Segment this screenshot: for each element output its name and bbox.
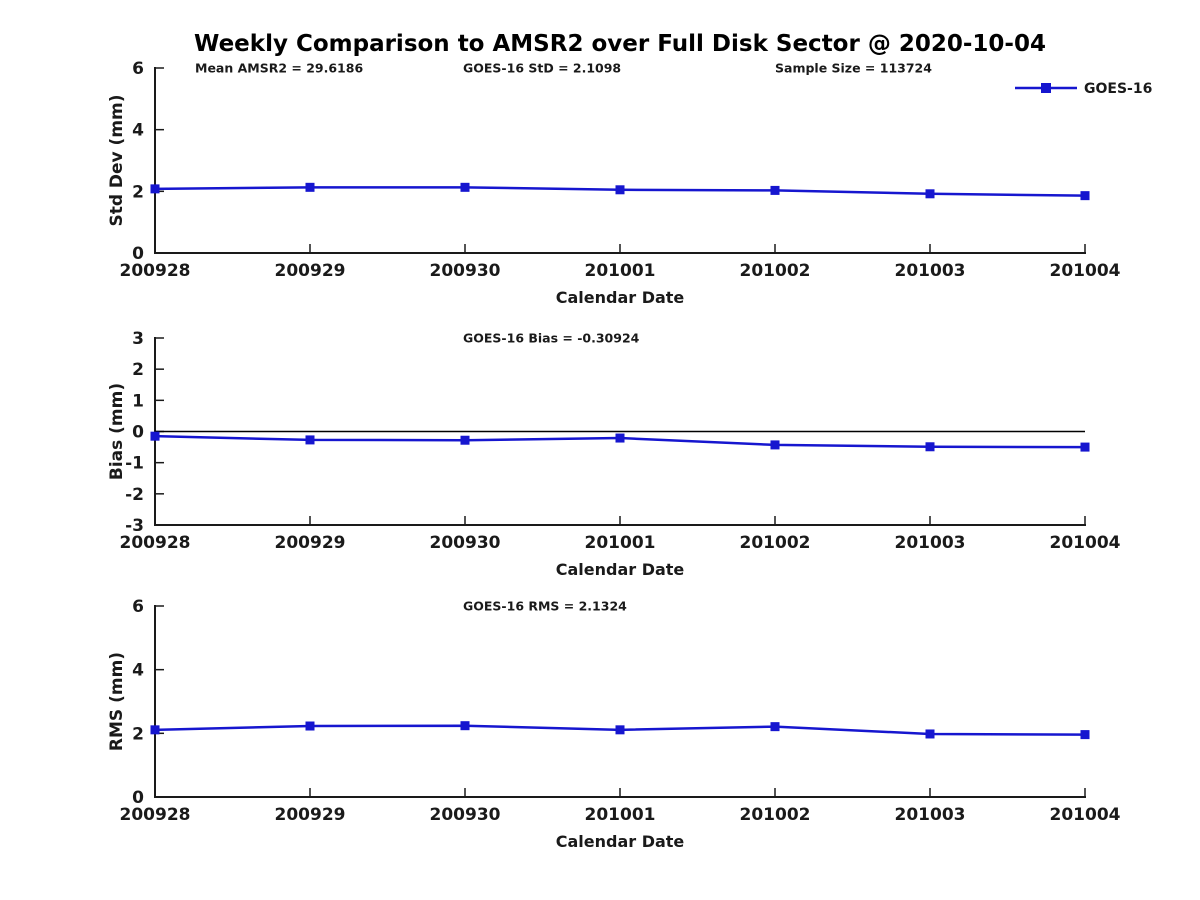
x-tick-label: 200929 [275, 533, 346, 553]
x-tick-label: 201001 [585, 533, 656, 553]
x-tick-label: 200930 [430, 805, 501, 825]
annotation: GOES-16 StD = 2.1098 [463, 61, 621, 76]
series-marker [615, 433, 625, 443]
series-marker [1080, 191, 1090, 201]
annotation: Sample Size = 113724 [775, 61, 932, 76]
series-marker [305, 721, 315, 731]
x-tick-label: 201004 [1050, 533, 1121, 553]
x-tick-label: 201002 [740, 533, 811, 553]
x-tick-label: 201004 [1050, 261, 1121, 281]
y-tick-label: -1 [125, 454, 144, 474]
x-tick-label: 200928 [120, 261, 191, 281]
y-tick-label: 0 [132, 244, 144, 264]
series-marker [925, 729, 935, 739]
x-tick-label: 200930 [430, 261, 501, 281]
series-marker [150, 725, 160, 735]
chart-0 [150, 67, 1090, 254]
series-marker [305, 182, 315, 192]
series-marker [770, 185, 780, 195]
x-tick-label: 200928 [120, 805, 191, 825]
series-marker [615, 185, 625, 195]
series-marker [770, 722, 780, 732]
annotation: GOES-16 RMS = 2.1324 [463, 599, 627, 614]
y-tick-label: 1 [132, 391, 144, 411]
y-tick-label: 2 [132, 360, 144, 380]
x-tick-label: 201004 [1050, 805, 1121, 825]
y-axis-title: Std Dev (mm) [107, 94, 127, 226]
series-marker [460, 182, 470, 192]
figure-title: Weekly Comparison to AMSR2 over Full Dis… [194, 31, 1046, 57]
y-axis-title: Bias (mm) [107, 383, 127, 480]
series-marker [150, 184, 160, 194]
series-marker [1080, 442, 1090, 452]
y-tick-label: 0 [132, 788, 144, 808]
x-tick-label: 201002 [740, 805, 811, 825]
series-marker [460, 721, 470, 731]
x-tick-label: 201003 [895, 805, 966, 825]
x-tick-label: 201002 [740, 261, 811, 281]
series-marker [460, 435, 470, 445]
chart-2 [150, 605, 1090, 798]
series-marker [615, 725, 625, 735]
series-marker [925, 442, 935, 452]
chart-1 [150, 337, 1090, 526]
x-axis-title: Calendar Date [556, 832, 685, 851]
x-tick-label: 200930 [430, 533, 501, 553]
y-axis-title: RMS (mm) [107, 652, 127, 751]
legend-label: GOES-16 [1084, 81, 1152, 97]
y-tick-label: 6 [132, 59, 144, 79]
y-tick-label: -3 [125, 516, 144, 536]
series-marker [150, 431, 160, 441]
y-tick-label: 0 [132, 423, 144, 443]
series-marker [925, 189, 935, 199]
annotation: Mean AMSR2 = 29.6186 [195, 61, 363, 76]
y-tick-label: 3 [132, 329, 144, 349]
x-tick-label: 201001 [585, 261, 656, 281]
y-tick-label: 4 [132, 661, 144, 681]
x-axis-title: Calendar Date [556, 560, 685, 579]
y-tick-label: 2 [132, 724, 144, 744]
x-tick-label: 200928 [120, 533, 191, 553]
y-tick-label: 2 [132, 182, 144, 202]
series-marker [770, 440, 780, 450]
annotation: GOES-16 Bias = -0.30924 [463, 331, 640, 346]
y-tick-label: -2 [125, 485, 144, 505]
y-tick-label: 6 [132, 597, 144, 617]
x-axis-title: Calendar Date [556, 288, 685, 307]
series-marker [305, 435, 315, 445]
x-tick-label: 201001 [585, 805, 656, 825]
legend-marker [1041, 83, 1051, 93]
y-tick-label: 4 [132, 121, 144, 141]
x-tick-label: 200929 [275, 261, 346, 281]
x-tick-label: 201003 [895, 533, 966, 553]
x-tick-label: 201003 [895, 261, 966, 281]
series-marker [1080, 730, 1090, 740]
x-tick-label: 200929 [275, 805, 346, 825]
